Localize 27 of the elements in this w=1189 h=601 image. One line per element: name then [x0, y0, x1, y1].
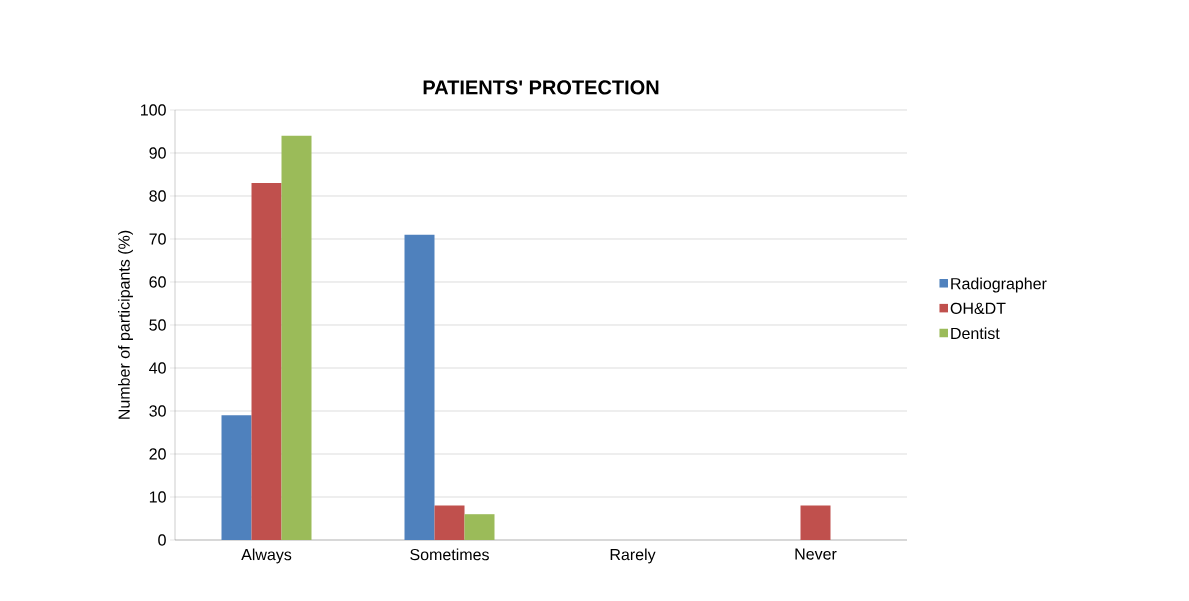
bar [434, 505, 465, 540]
bar [464, 514, 495, 540]
x-tick-label: Never [795, 548, 837, 560]
legend-label: OH&DT [950, 302, 1006, 314]
x-tick-label: Rarely [610, 548, 656, 564]
x-tick-label: Sometimes [410, 548, 489, 561]
y-tick-label: 90 [149, 147, 166, 159]
y-tick-label: 50 [149, 319, 166, 331]
y-tick-label: 30 [149, 405, 166, 417]
bar [221, 415, 252, 540]
bar [800, 505, 831, 540]
y-tick-label: 80 [149, 190, 166, 202]
bar [251, 183, 282, 540]
y-tick-label: 70 [149, 233, 166, 245]
legend-label: Dentist [951, 327, 1000, 340]
y-tick-label: 0 [158, 534, 166, 546]
y-tick-label: 20 [149, 448, 166, 460]
y-tick-label: 100 [141, 104, 166, 116]
y-tick-label: 10 [149, 491, 166, 503]
bar [281, 135, 312, 540]
y-tick-label: 60 [149, 276, 166, 288]
legend-label: Radiographer [951, 277, 1047, 293]
chart-title: PATIENTS' PROTECTION [423, 80, 659, 95]
bar [404, 234, 435, 540]
y-tick-label: 40 [149, 362, 166, 374]
y-axis-title: Number of participants (%) [118, 230, 133, 419]
x-tick-label: Always [241, 548, 292, 564]
